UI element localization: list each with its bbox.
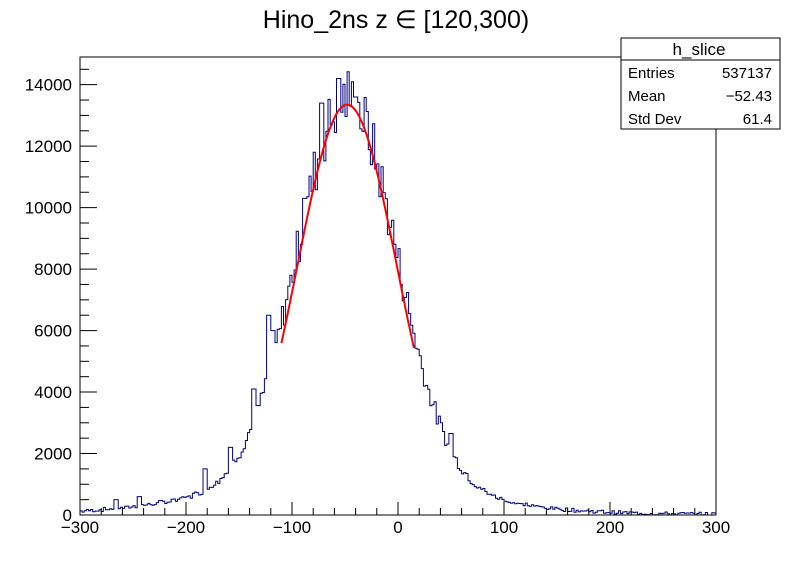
y-tick-label: 10000 (25, 199, 72, 218)
y-tick-label: 2000 (34, 445, 72, 464)
chart-title: Hino_2ns z ∈ [120,300) (263, 6, 529, 34)
stats-box-frame (620, 37, 781, 130)
y-tick-label: 12000 (25, 137, 72, 156)
y-axis-ticks: 0 2000 4000 6000 8000 10000 12000 14000 (25, 68, 97, 525)
y-tick-label: 8000 (34, 260, 72, 279)
stats-box: h_slice Entries 537137 Mean −52.43 Std D… (620, 37, 781, 130)
x-tick-label: 100 (490, 518, 518, 537)
stats-stddev-label: Std Dev (628, 111, 682, 128)
y-tick-label: 6000 (34, 322, 72, 341)
y-tick-label: 14000 (25, 76, 72, 95)
x-tick-label: 200 (596, 518, 624, 537)
x-tick-label: 0 (393, 518, 402, 537)
stats-entries-label: Entries (628, 65, 675, 82)
stats-mean-label: Mean (628, 88, 666, 105)
y-tick-label: 0 (63, 506, 72, 525)
stats-stddev-value: 61.4 (743, 111, 772, 128)
x-tick-label: −300 (61, 518, 99, 537)
stats-entries-value: 537137 (722, 65, 772, 82)
x-tick-label: −200 (167, 518, 205, 537)
x-axis-ticks: −300 −200 −100 0 100 200 300 (61, 502, 730, 537)
histogram-layer (79, 71, 717, 516)
stats-mean-value: −52.43 (726, 88, 772, 105)
x-tick-label: −100 (273, 518, 311, 537)
histogram-outline (79, 71, 717, 516)
gaussian-fit-curve (280, 103, 415, 349)
y-tick-label: 4000 (34, 383, 72, 402)
fit-layer (280, 103, 415, 349)
x-tick-label: 300 (702, 518, 730, 537)
stats-box-title: h_slice (673, 40, 726, 59)
